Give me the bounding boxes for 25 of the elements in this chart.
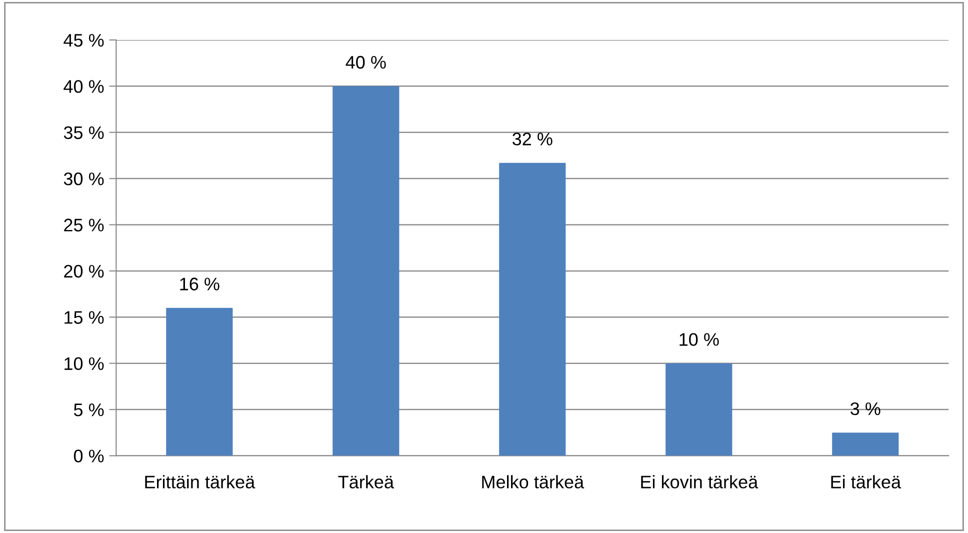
x-tick-label: Ei kovin tärkeä: [641, 475, 758, 488]
bar: [499, 162, 566, 456]
y-tick-label: 20 %: [64, 264, 104, 278]
bar: [666, 363, 732, 456]
x-tick-label: Melko tärkeä: [482, 475, 584, 488]
y-tick-label: 25 %: [64, 218, 104, 232]
y-tick-label: 40 %: [64, 80, 104, 93]
y-tick-label: 45 %: [64, 34, 104, 47]
y-tick-label: 0 %: [74, 450, 104, 462]
data-label: 40 %: [346, 56, 386, 69]
bar: [166, 308, 233, 456]
x-tick-label: Ei tärkeä: [831, 475, 902, 488]
data-label: 16 %: [180, 278, 220, 290]
bar: [832, 432, 899, 456]
y-tick-label: 30 %: [64, 172, 104, 186]
bar: [332, 86, 400, 456]
x-tick-label: Erittäin tärkeä: [145, 475, 256, 488]
x-tick-label: Tärkeä: [338, 475, 394, 488]
data-label: 3 %: [850, 402, 880, 416]
data-label: 10 %: [680, 333, 719, 346]
y-tick-label: 35 %: [64, 126, 104, 140]
y-tick-label: 5 %: [74, 404, 104, 416]
data-label: 32 %: [512, 132, 552, 146]
y-tick-label: 15 %: [64, 311, 104, 324]
y-tick-label: 10 %: [64, 357, 104, 370]
